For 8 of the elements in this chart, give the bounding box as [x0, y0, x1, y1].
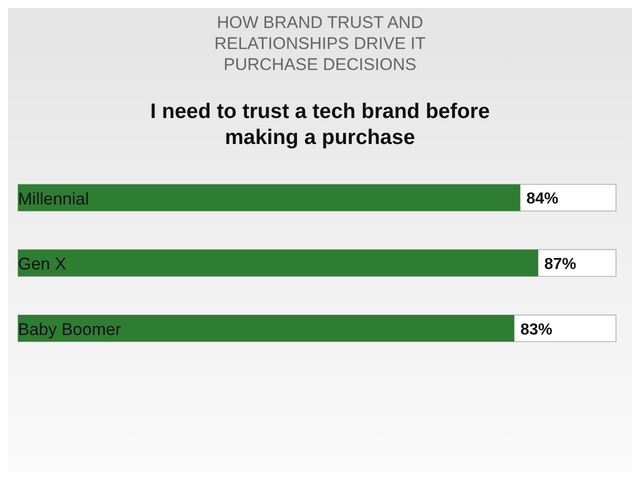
y-tick-label: Baby Boomer	[18, 320, 122, 339]
data-label: 83%	[520, 321, 552, 338]
data-label: 84%	[526, 190, 558, 208]
y-tick-label: Gen X	[18, 254, 66, 274]
data-label: 87%	[544, 256, 576, 273]
chart-subtitle: I need to trust a tech brand before making a purchase	[149, 99, 491, 151]
chart-title: HOW BRAND TRUST AND RELATIONSHIPS DRIVE IT PURCHASE DECISIONS	[213, 12, 427, 75]
y-tick-label: Millennial	[18, 189, 89, 208]
